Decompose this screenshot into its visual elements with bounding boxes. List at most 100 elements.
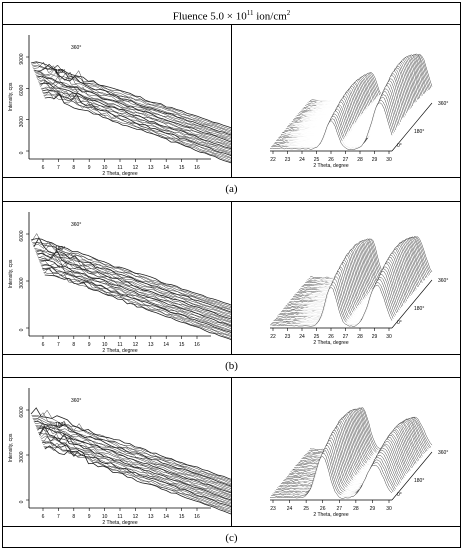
scan-line [38,252,231,325]
scan-line [36,75,231,144]
scan-line [35,249,231,318]
y-tick-label: 9000 [19,53,25,64]
scan-line [44,93,231,164]
scan-line [42,435,231,509]
x-tick-label: 26 [328,334,334,340]
x-tick-label: 16 [194,165,200,171]
scan-line [37,76,231,146]
scan-line [43,271,231,337]
x-tick-label: 26 [320,506,326,512]
x-tick-label: 15 [179,342,185,348]
x-tick-label: 14 [163,165,169,171]
chart-panel-b-left: 6 7 8 9 10 11 12 13 14 15 16 0 3000 6000 2 Theta, degr… [8,212,231,354]
depth-label-360: 360° [438,450,448,456]
divider-caption-c-top [3,526,460,527]
scan-line [34,71,231,138]
title-main: Fluence 5.0 × 10 [172,10,247,23]
x-tick-label: 25 [314,157,320,163]
figure-title: Fluence 5.0 × 1011 ion/cm2 [3,9,460,23]
scan-line [44,443,231,513]
scan-line [36,75,231,143]
scan-line [34,244,231,314]
scan-line [44,274,231,341]
scan-line [40,80,231,153]
x-tick-label: 8 [72,342,75,348]
x-tick-label: 23 [285,334,291,340]
scan-line [43,94,231,161]
x-tick-label: 24 [299,334,305,340]
x-tick-label: 28 [357,334,363,340]
divider-caption-b-top [3,354,460,355]
depth-label-360: 360° [71,398,81,404]
scan-line [38,425,231,501]
scan-line [33,241,231,311]
depth-axis-line [391,279,433,329]
caption-c: (c) [225,532,238,544]
scan-line [42,267,231,336]
scan-line [36,249,231,320]
scan-line [41,263,231,332]
x-tick-label: 24 [299,157,305,163]
x-tick-label: 27 [343,157,349,163]
y-tick-label: 0 [19,500,25,503]
x-tick-label: 27 [343,334,349,340]
scan-line [39,82,231,150]
scan-line [43,92,231,159]
y-tick-label: 3000 [19,277,25,288]
scan-line [32,65,231,131]
depth-label-180: 180° [414,306,424,312]
depth-label-180: 180° [55,422,65,428]
x-tick-label: 25 [303,506,309,512]
y-tick-label: 6000 [19,85,25,96]
x-tick-label: 13 [148,165,154,171]
scan-line [34,422,231,489]
scan-line [38,431,231,498]
x-tick-label: 7 [57,342,60,348]
depth-label-180: 180° [55,246,65,252]
scan-line [32,241,231,310]
y-tick-label: 0 [19,328,25,331]
scan-line [30,407,231,480]
scan-line [33,61,231,134]
x-tick-label: 23 [285,157,291,163]
depth-axis-line [391,451,433,501]
y-tick-label: 6000 [19,406,25,417]
x-tick-label: 29 [370,506,376,512]
x-tick-label: 27 [337,506,343,512]
scan-line [31,233,231,307]
x-tick-label: 28 [357,157,363,163]
x-tick-label: 6 [42,514,45,520]
scan-line [37,256,231,323]
x-tick-label: 29 [372,334,378,340]
scan-line [33,63,231,136]
chart-panel-a-right: 22 23 24 25 26 27 28 29 30 2 Theta, degree 0° 180° 3… [269,53,448,169]
x-tick-label: 8 [72,165,75,171]
scan-line [44,90,231,163]
x-axis-label: 2 Theta, degree [102,520,137,526]
x-tick-label: 11 [117,514,122,520]
scan-line [30,61,231,129]
scan-line [41,86,231,155]
scan-line [40,263,231,329]
y-tick-label: 3000 [19,451,25,462]
depth-label-180: 180° [414,478,424,484]
scan-line [40,264,231,331]
x-tick-label: 14 [163,514,169,520]
y-axis-label: Intensity, cps [8,433,14,462]
x-tick-label: 7 [57,165,60,171]
x-axis-label: 2 Theta, degree [102,348,137,354]
depth-label-360: 360° [71,222,81,228]
x-tick-label: 24 [287,506,293,512]
depth-label-0: 0° [397,320,402,326]
depth-label-360: 360° [438,101,448,107]
scan-line [33,418,231,486]
scan-line [39,81,231,151]
x-tick-label: 6 [42,342,45,348]
scan-line [41,89,231,157]
x-tick-label: 15 [179,165,185,171]
divider-row-a [231,24,232,177]
scan-line [40,87,231,154]
depth-label-180: 180° [414,129,424,135]
x-tick-label: 12 [133,165,139,171]
